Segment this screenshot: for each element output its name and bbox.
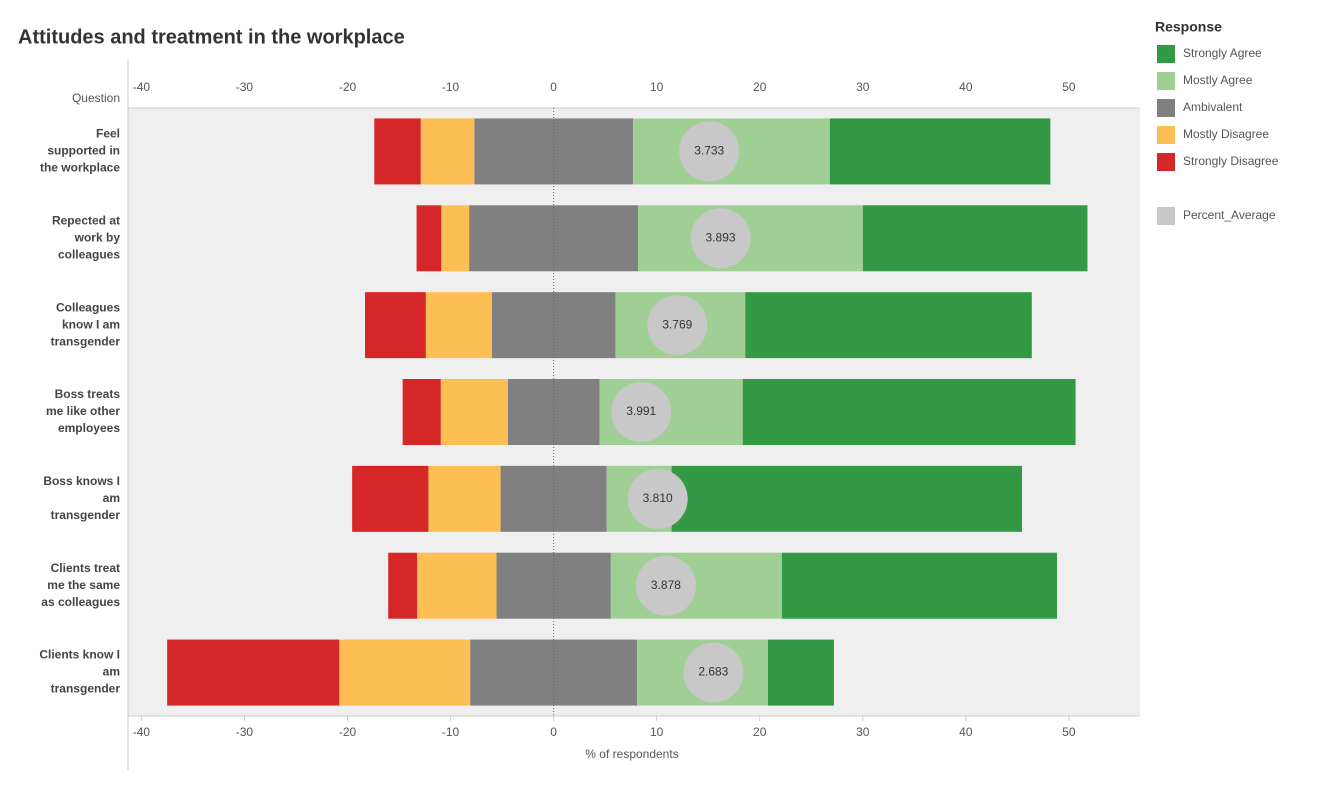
bar [402, 379, 441, 445]
bar [671, 465, 1023, 532]
legend-label: Mostly Disagree [1183, 127, 1269, 141]
category-label: know I am [62, 317, 120, 331]
x-tick-label: 10 [650, 725, 664, 739]
category-label: supported in [47, 144, 120, 158]
category-label: Boss treats [55, 387, 121, 401]
bar [365, 292, 426, 359]
legend-swatch [1157, 207, 1175, 225]
average-marker [611, 382, 672, 442]
bar [374, 118, 421, 185]
category-label: Repected at [52, 213, 120, 227]
average-marker [683, 642, 744, 703]
average-marker [627, 468, 688, 529]
average-label: 3.810 [643, 491, 673, 505]
average-marker [647, 295, 708, 356]
x-tick-label: -20 [339, 80, 357, 94]
legend-label: Ambivalent [1183, 100, 1243, 114]
category-label: work by [74, 230, 121, 244]
legend-label: Percent_Average [1183, 208, 1276, 222]
average-marker [635, 555, 696, 616]
legend-swatch [1157, 126, 1175, 144]
bar [829, 118, 1051, 185]
category-label: transgender [51, 682, 121, 696]
average-label: 2.683 [698, 665, 728, 679]
category-label: Colleagues [56, 300, 120, 314]
category-label: the workplace [40, 161, 120, 175]
x-axis-label: % of respondents [585, 747, 678, 761]
chart-title: Attitudes and treatment in the workplace [18, 26, 405, 48]
category-label: transgender [51, 334, 121, 348]
category-label: me the same [47, 578, 120, 592]
bar [440, 379, 508, 445]
category-label: Clients know I [39, 648, 120, 662]
x-tick-label: -40 [133, 80, 151, 94]
category-label: Boss knows I [43, 474, 120, 488]
x-tick-label: 40 [959, 725, 973, 739]
x-tick-label: 30 [856, 80, 870, 94]
x-tick-label: 0 [550, 80, 557, 94]
x-tick-label: -30 [236, 725, 254, 739]
x-tick-label: 40 [959, 80, 973, 94]
x-tick-label: 50 [1062, 725, 1076, 739]
bar [388, 552, 418, 619]
bar [862, 205, 1088, 272]
bar [425, 292, 492, 359]
category-label: me like other [46, 404, 120, 418]
bar [416, 205, 442, 272]
bar [167, 639, 340, 706]
category-label: colleagues [58, 247, 120, 261]
x-tick-label: -20 [339, 725, 357, 739]
x-tick-label: 0 [550, 725, 557, 739]
bar [781, 552, 1058, 619]
y-axis-label: Question [72, 91, 120, 105]
average-marker [679, 121, 740, 182]
average-marker [690, 208, 751, 269]
x-tick-label: 20 [753, 80, 767, 94]
bar [742, 379, 1076, 445]
legend-swatch [1157, 99, 1175, 117]
category-label: employees [58, 421, 120, 435]
x-tick-label: -10 [442, 725, 460, 739]
bar [745, 292, 1032, 359]
legend-title: Response [1155, 19, 1222, 35]
bar [352, 465, 429, 532]
average-label: 3.893 [706, 230, 736, 244]
x-tick-label: 20 [753, 725, 767, 739]
legend-label: Strongly Disagree [1183, 154, 1279, 168]
average-label: 3.733 [694, 144, 724, 158]
legend-label: Strongly Agree [1183, 46, 1262, 60]
bar [420, 118, 475, 185]
x-tick-label: -30 [236, 80, 254, 94]
category-label: am [103, 491, 120, 505]
category-label: Feel [96, 127, 120, 141]
average-label: 3.769 [662, 317, 692, 331]
average-label: 3.878 [651, 578, 681, 592]
category-label: am [103, 665, 120, 679]
x-tick-label: 50 [1062, 80, 1076, 94]
category-label: transgender [51, 508, 121, 522]
bar [441, 205, 470, 272]
category-label: Clients treat [51, 561, 120, 575]
legend-swatch [1157, 153, 1175, 171]
bar [767, 639, 834, 706]
legend-swatch [1157, 45, 1175, 63]
legend-swatch [1157, 72, 1175, 90]
x-tick-label: -40 [133, 725, 151, 739]
bar [417, 552, 497, 619]
average-label: 3.991 [626, 404, 656, 418]
bar [428, 465, 501, 532]
x-tick-label: 10 [650, 80, 664, 94]
bar [339, 639, 471, 706]
x-tick-label: -10 [442, 80, 460, 94]
legend-label: Mostly Agree [1183, 73, 1253, 87]
x-tick-label: 30 [856, 725, 870, 739]
category-label: as colleagues [41, 595, 120, 609]
